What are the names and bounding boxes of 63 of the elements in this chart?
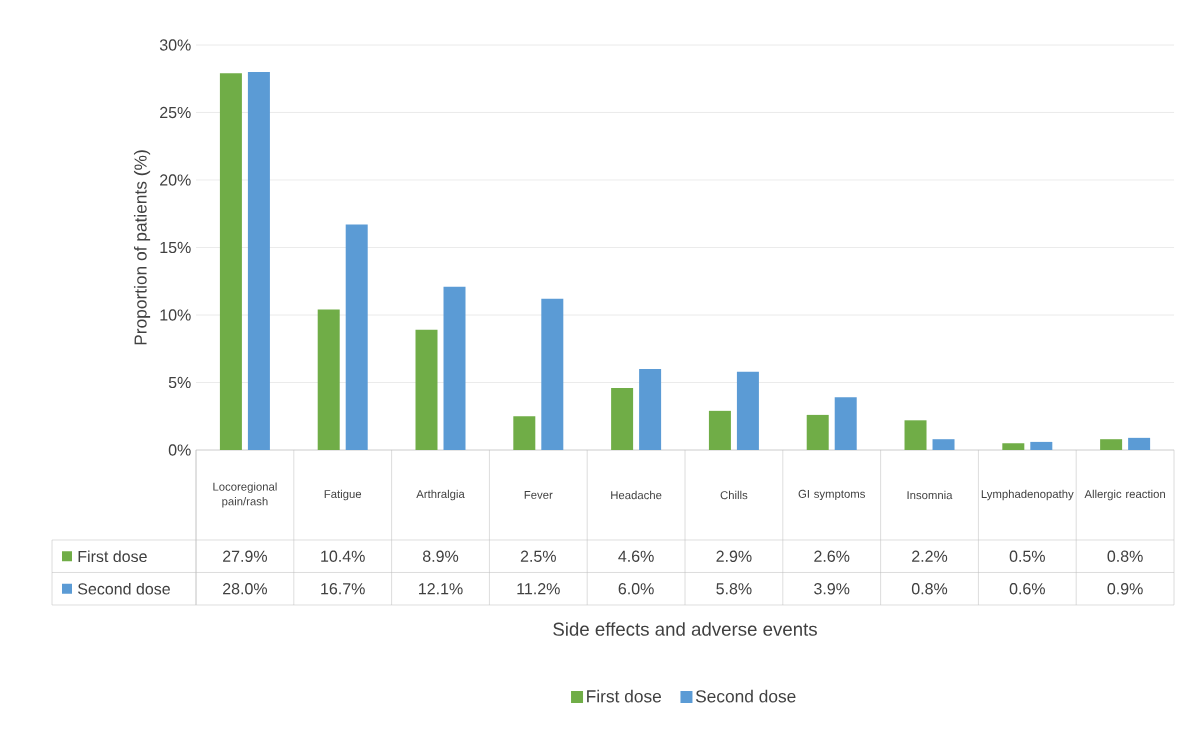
data-label: 0.6% [1009, 583, 1045, 595]
data-label: 2.6% [814, 550, 850, 562]
data-label: 2.5% [520, 550, 556, 562]
data-label: 0.5% [1009, 550, 1045, 562]
data-label: 10.4% [321, 550, 365, 562]
y-tick-label: 5% [168, 376, 191, 389]
data-label: 8.9% [422, 550, 459, 562]
data-label: 0.8% [1107, 550, 1143, 562]
data-label: 16.7% [321, 583, 365, 595]
bar [611, 387, 634, 450]
bar [1128, 437, 1151, 450]
data-label: 0.8% [911, 583, 948, 595]
bar [904, 420, 927, 450]
y-tick-label: 10% [160, 309, 191, 321]
bar [708, 410, 731, 450]
data-label: 2.9% [716, 550, 752, 562]
bar [247, 72, 270, 450]
x-tick-label: Fatigue [324, 489, 362, 501]
text: First dose [587, 689, 661, 703]
y-tick-label: 15% [160, 241, 191, 254]
bar [639, 369, 662, 450]
text: Side effects and adverse events [553, 622, 817, 636]
bar [219, 73, 242, 450]
data-label: 11.2% [517, 583, 560, 595]
bar [1100, 439, 1123, 450]
data-label: 0.9% [1107, 583, 1143, 595]
y-tick-label: 0% [168, 444, 191, 456]
bar [834, 397, 857, 450]
bar [415, 329, 438, 450]
text: Second dose [695, 689, 796, 703]
y-tick-label: 25% [160, 106, 191, 119]
data-label: 5.8% [716, 583, 752, 595]
y-tick-label: 30% [159, 39, 191, 51]
bar [1002, 443, 1025, 450]
data-label: 27.9% [223, 550, 268, 562]
x-tick-label: Lymphadenopathy [981, 489, 1074, 501]
data-label: 28.0% [223, 583, 268, 595]
bar [736, 371, 759, 450]
x-tick-label: Fever [524, 491, 553, 499]
data-label: 3.9% [814, 583, 850, 595]
bar [345, 224, 368, 450]
bar [541, 298, 564, 450]
bar [806, 414, 829, 450]
x-tick-label: Chills [720, 490, 748, 500]
y-axis-title: Proportion of patients (%) [133, 150, 151, 345]
bar [932, 439, 955, 450]
bar [317, 309, 340, 450]
bar [1030, 441, 1053, 450]
y-tick-label: 20% [160, 174, 191, 186]
x-tick-label: Locoregional pain/rash [213, 482, 277, 508]
bar [443, 286, 466, 450]
x-tick-label: GI symptoms [798, 489, 865, 501]
data-label: 12.1% [419, 583, 463, 595]
data-label: 4.6% [618, 550, 654, 562]
legend-label: First dose [78, 550, 147, 563]
data-label: 6.0% [618, 583, 654, 595]
x-tick-label: Allergic reaction [1084, 489, 1165, 501]
x-tick-label: Arthralgia [416, 489, 465, 501]
bar [513, 416, 536, 450]
legend-label: Second dose [78, 582, 170, 595]
data-label: 2.2% [912, 550, 948, 562]
x-tick-label: Insomnia [907, 490, 953, 500]
x-tick-label: Headache [611, 490, 662, 500]
